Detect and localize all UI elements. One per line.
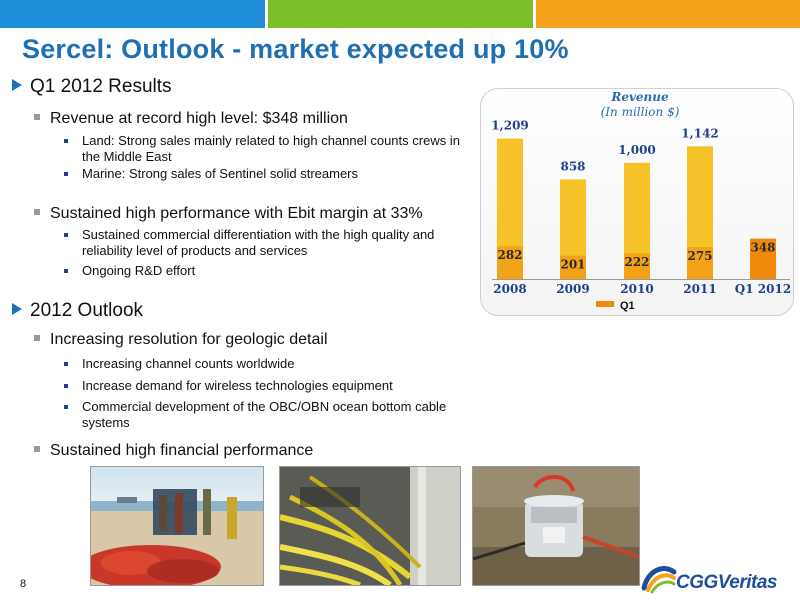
subpoint-text: Marine: Strong sales of Sentinel solid s… bbox=[82, 166, 359, 181]
square-bullet-icon bbox=[34, 335, 40, 341]
point-text: Revenue at record high level: $348 milli… bbox=[50, 110, 348, 127]
header-bar-blue bbox=[0, 0, 265, 28]
chart-title: Revenue bbox=[611, 90, 669, 104]
subpoint-wireless: Increase demand for wireless technologie… bbox=[64, 378, 484, 394]
subpoint-text: Increase demand for wireless technologie… bbox=[82, 378, 393, 393]
cggveritas-logo bbox=[641, 566, 677, 594]
header-bar-green bbox=[268, 0, 533, 28]
logo-text: CGGVeritas bbox=[676, 572, 777, 593]
point-financial: Sustained high financial performance bbox=[34, 442, 313, 460]
section-heading-text: 2012 Outlook bbox=[30, 300, 144, 321]
bullet-dot-icon bbox=[64, 405, 68, 409]
chart-legend: Q1 bbox=[596, 300, 635, 312]
legend-label: Q1 bbox=[620, 300, 635, 312]
section-heading-text: Q1 2012 Results bbox=[30, 76, 172, 97]
subpoint-rnd: Ongoing R&D effort bbox=[64, 263, 474, 279]
section-heading-q1-results: Q1 2012 Results bbox=[12, 76, 172, 98]
square-bullet-icon bbox=[34, 446, 40, 452]
point-revenue: Revenue at record high level: $348 milli… bbox=[34, 110, 348, 128]
point-text: Sustained high performance with Ebit mar… bbox=[50, 205, 423, 222]
legend-swatch-q1 bbox=[596, 301, 614, 307]
subpoint-channel-counts: Increasing channel counts worldwide bbox=[64, 356, 484, 372]
chart-subtitle: (In million $) bbox=[600, 105, 680, 119]
subpoint-text: Increasing channel counts worldwide bbox=[82, 356, 295, 371]
point-text: Sustained high financial performance bbox=[50, 442, 314, 459]
bullet-dot-icon bbox=[64, 269, 68, 273]
subpoint-marine: Marine: Strong sales of Sentinel solid s… bbox=[64, 166, 474, 182]
bullet-dot-icon bbox=[64, 233, 68, 237]
subpoint-text: Sustained commercial differentiation wit… bbox=[82, 227, 435, 258]
subpoint-text: Commercial development of the OBC/OBN oc… bbox=[82, 399, 447, 430]
point-ebit: Sustained high performance with Ebit mar… bbox=[34, 205, 423, 223]
header-bar-orange bbox=[536, 0, 800, 28]
subpoint-obc-obn: Commercial development of the OBC/OBN oc… bbox=[64, 399, 454, 431]
subpoint-text: Ongoing R&D effort bbox=[82, 263, 196, 278]
bullet-dot-icon bbox=[64, 384, 68, 388]
section-heading-2012-outlook: 2012 Outlook bbox=[12, 300, 143, 322]
bullet-dot-icon bbox=[64, 139, 68, 143]
square-bullet-icon bbox=[34, 114, 40, 120]
streamer-cables-photo bbox=[279, 466, 461, 586]
field-sensor-photo bbox=[472, 466, 640, 586]
point-text: Increasing resolution for geologic detai… bbox=[50, 331, 328, 348]
bullet-dot-icon bbox=[64, 362, 68, 366]
header-color-bar bbox=[0, 0, 800, 28]
arrow-bullet-icon bbox=[12, 79, 22, 91]
arrow-bullet-icon bbox=[12, 303, 22, 315]
point-resolution: Increasing resolution for geologic detai… bbox=[34, 331, 328, 349]
page-title: Sercel: Outlook - market expected up 10% bbox=[22, 34, 569, 64]
square-bullet-icon bbox=[34, 209, 40, 215]
bullet-dot-icon bbox=[64, 172, 68, 176]
subpoint-text: Land: Strong sales mainly related to hig… bbox=[82, 133, 460, 164]
revenue-chart-panel bbox=[480, 88, 794, 316]
page-number: 8 bbox=[20, 578, 27, 590]
subpoint-differentiation: Sustained commercial differentiation wit… bbox=[64, 227, 479, 259]
beach-cables-photo bbox=[90, 466, 264, 586]
subpoint-land: Land: Strong sales mainly related to hig… bbox=[64, 133, 474, 165]
